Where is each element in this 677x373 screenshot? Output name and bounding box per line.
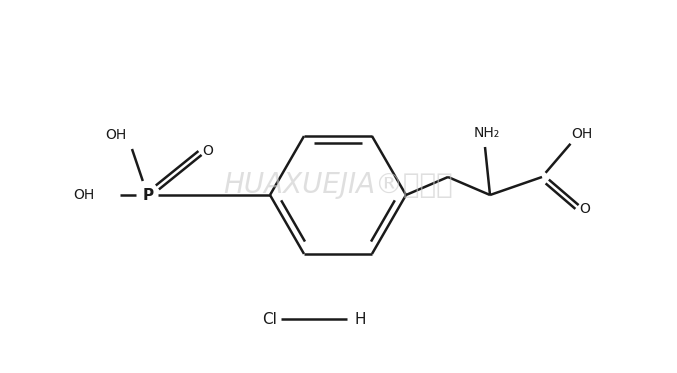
Text: Cl: Cl (263, 311, 278, 326)
Text: OH: OH (106, 128, 127, 142)
Text: H: H (354, 311, 366, 326)
Text: OH: OH (72, 188, 94, 202)
Text: O: O (202, 144, 213, 158)
Text: O: O (580, 202, 590, 216)
Text: HUAXUEJIA®化学加: HUAXUEJIA®化学加 (223, 171, 453, 199)
Text: P: P (142, 188, 154, 203)
Text: OH: OH (571, 127, 592, 141)
Text: NH₂: NH₂ (474, 126, 500, 140)
